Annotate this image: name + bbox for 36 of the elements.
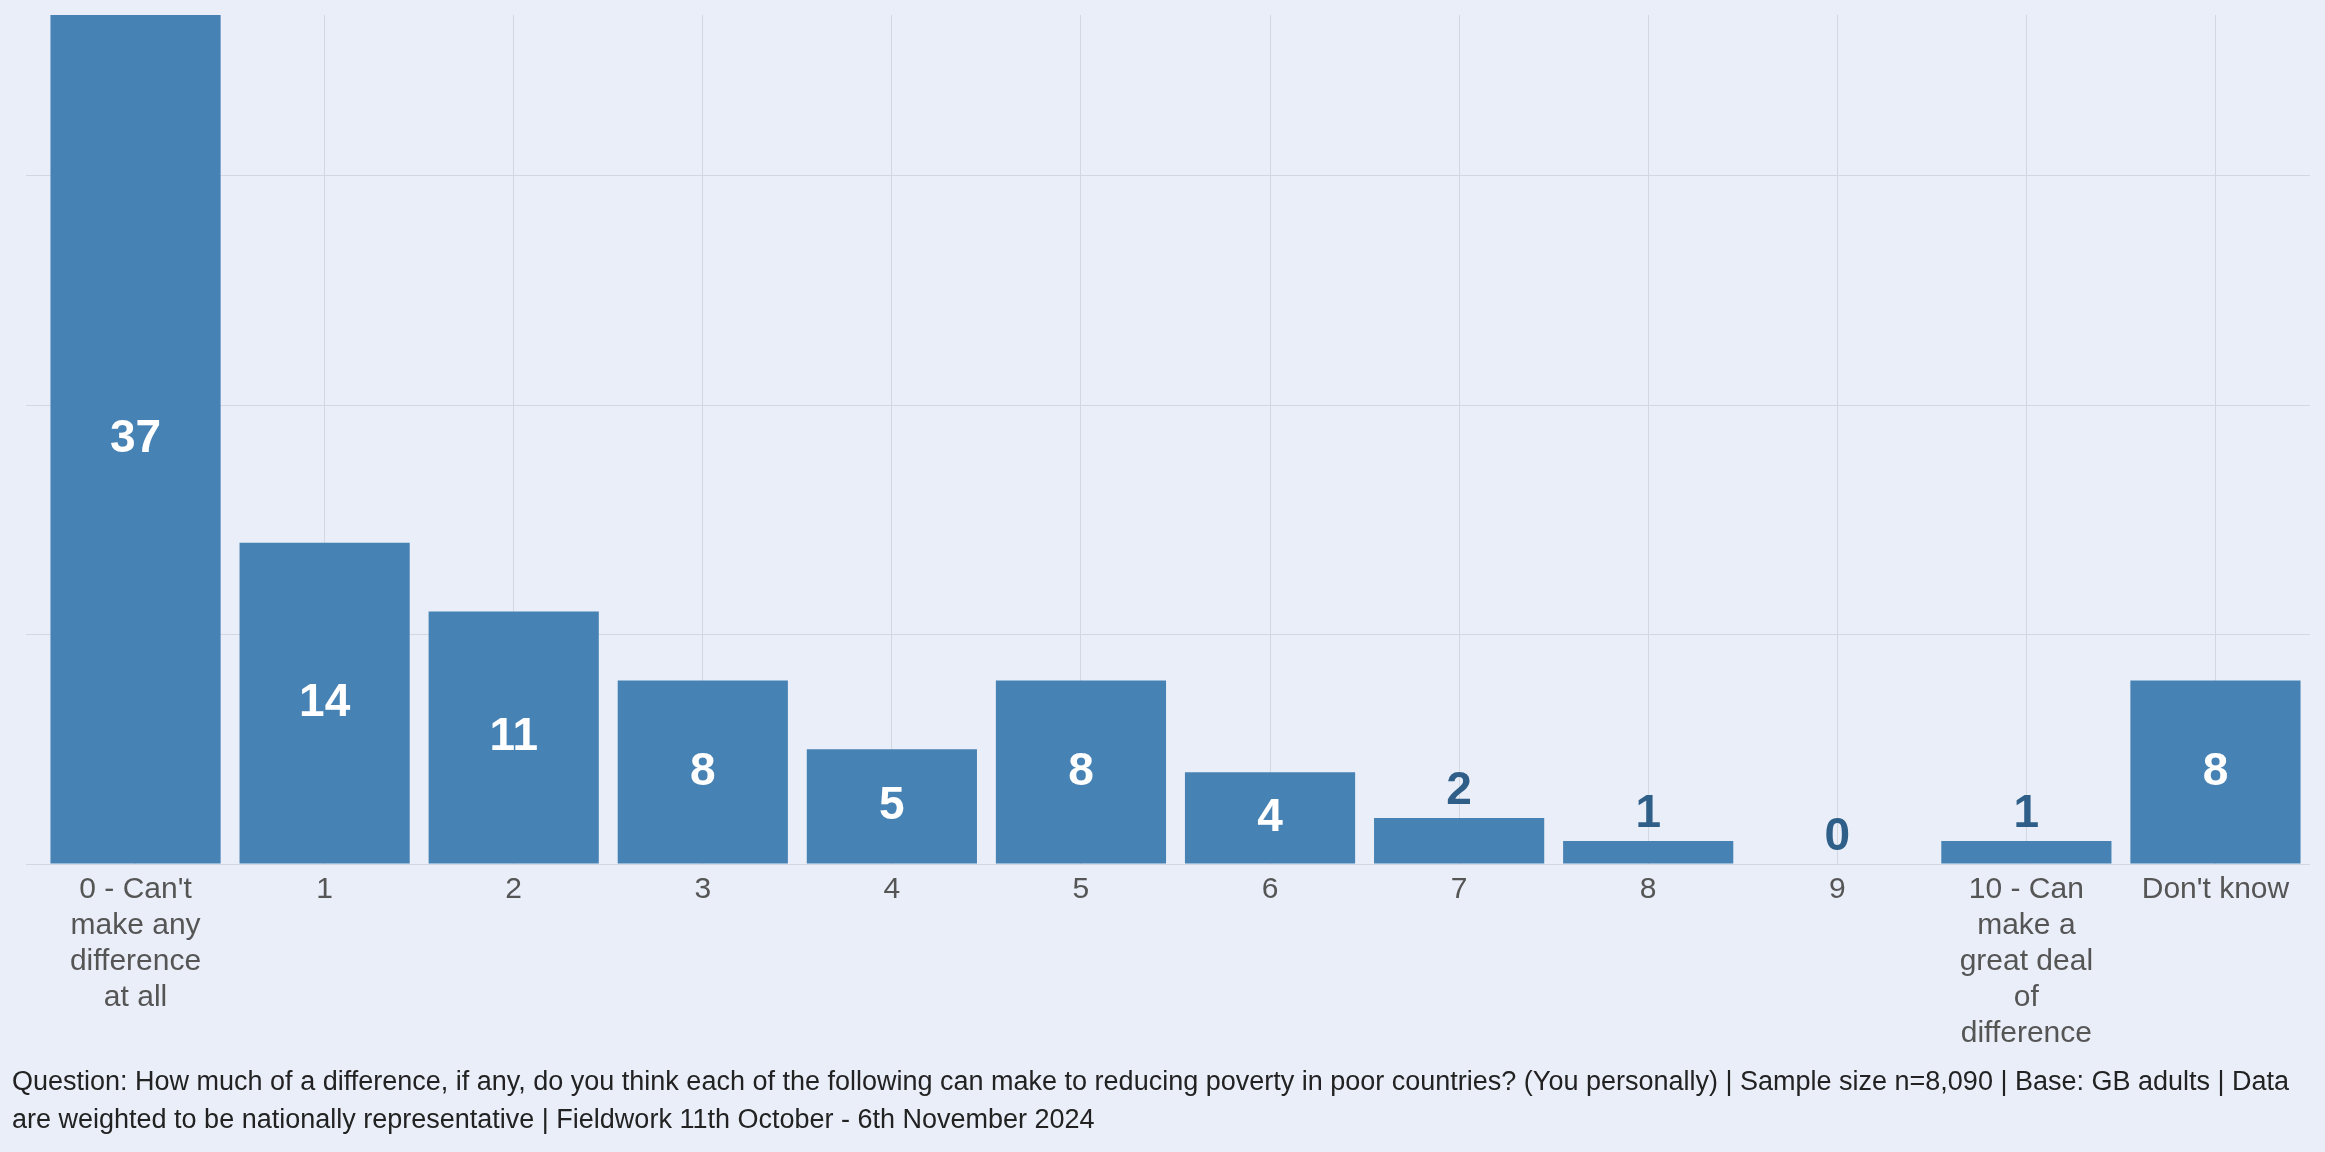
x-tick-label: 7 bbox=[1450, 871, 1468, 905]
data-label: 8 bbox=[689, 742, 716, 795]
text: Question: How much of a difference, if any, do you think each of the following can make to reducing poverty in poor countries? (You personally) | Sample size n=8,090 | Base: GB adults | Data are weighted to be nationally representative | Fieldwork 11th October - 6th November 2024 bbox=[12, 1065, 2291, 1136]
x-tick-label: 8 bbox=[1639, 871, 1657, 905]
x-tick-label: 1 bbox=[316, 871, 333, 905]
data-label: 8 bbox=[2202, 742, 2229, 795]
data-label: 5 bbox=[879, 777, 905, 830]
bar bbox=[1184, 772, 1356, 864]
bar bbox=[617, 680, 788, 864]
data-label: 14 bbox=[299, 673, 351, 726]
bar bbox=[2130, 680, 2301, 864]
x-tick-label: 2 bbox=[505, 871, 523, 905]
bar bbox=[1563, 841, 1734, 864]
bar bbox=[806, 749, 977, 864]
data-label: 4 bbox=[1257, 788, 1284, 841]
bar bbox=[428, 611, 599, 864]
bar bbox=[1941, 841, 2112, 864]
bar bbox=[239, 542, 410, 864]
x-tick-label: Don't know bbox=[2141, 871, 2290, 905]
data-label: 0 bbox=[1824, 807, 1851, 860]
x-tick-label: 9 bbox=[1828, 871, 1846, 905]
bar bbox=[50, 15, 221, 864]
x-tick-label: 6 bbox=[1261, 871, 1279, 905]
x-tick-label: 5 bbox=[1072, 871, 1090, 905]
data-label: 1 bbox=[2013, 784, 2040, 837]
data-label: 2 bbox=[1446, 761, 1472, 814]
data-label: 1 bbox=[1635, 784, 1662, 837]
data-label: 11 bbox=[489, 708, 539, 761]
data-label: 8 bbox=[1068, 742, 1094, 795]
bar bbox=[995, 680, 1167, 864]
x-tick-label: 10 - Can make a great deal of difference bbox=[1959, 871, 2094, 1049]
bar bbox=[1374, 818, 1545, 864]
x-tick-label: 3 bbox=[694, 871, 712, 905]
data-label: 37 bbox=[109, 409, 162, 462]
x-tick-label: 0 - Can't make any difference at all bbox=[69, 871, 202, 1013]
x-tick-label: 4 bbox=[883, 871, 901, 905]
